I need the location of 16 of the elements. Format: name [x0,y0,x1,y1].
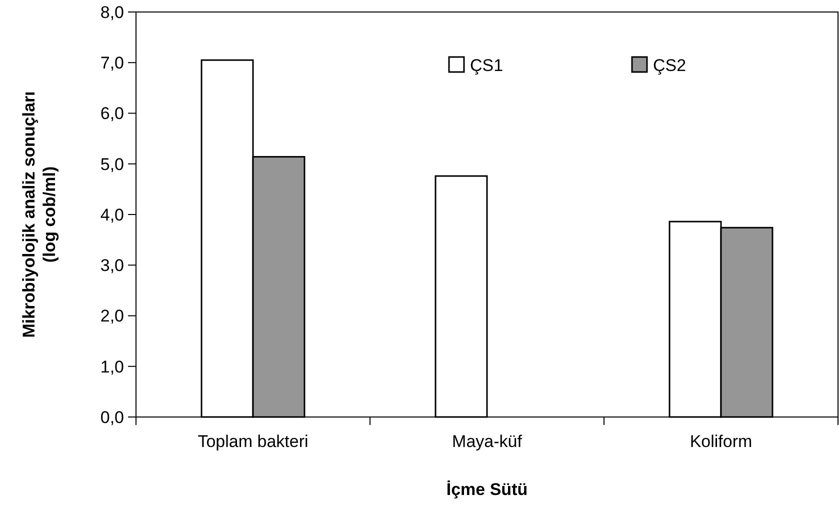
y-tick-label: 0,0 [100,408,124,427]
y-tick-label: 4,0 [100,205,124,224]
legend-label: ÇS1 [470,56,504,75]
x-tick-label: Maya-küf [452,432,522,451]
x-tick-label: Koliform [690,432,752,451]
y-tick-label: 2,0 [100,306,124,326]
y-tick-label: 5,0 [100,154,124,174]
y-tick-label: 6,0 [100,104,124,124]
y-tick-label: 1,0 [100,357,124,376]
y-tick-label: 8,0 [100,2,124,22]
y-tick-label: 3,0 [100,256,124,276]
x-tick-label: Toplam bakteri [198,432,308,451]
y-tick-label: 7,0 [100,54,124,73]
x-axis-title: İçme Sütü [446,480,528,499]
legend-label: ÇS2 [653,56,686,75]
y-axis-title: Mikrobiyolojik analiz sonuçları (log cob/ml) [20,91,59,338]
